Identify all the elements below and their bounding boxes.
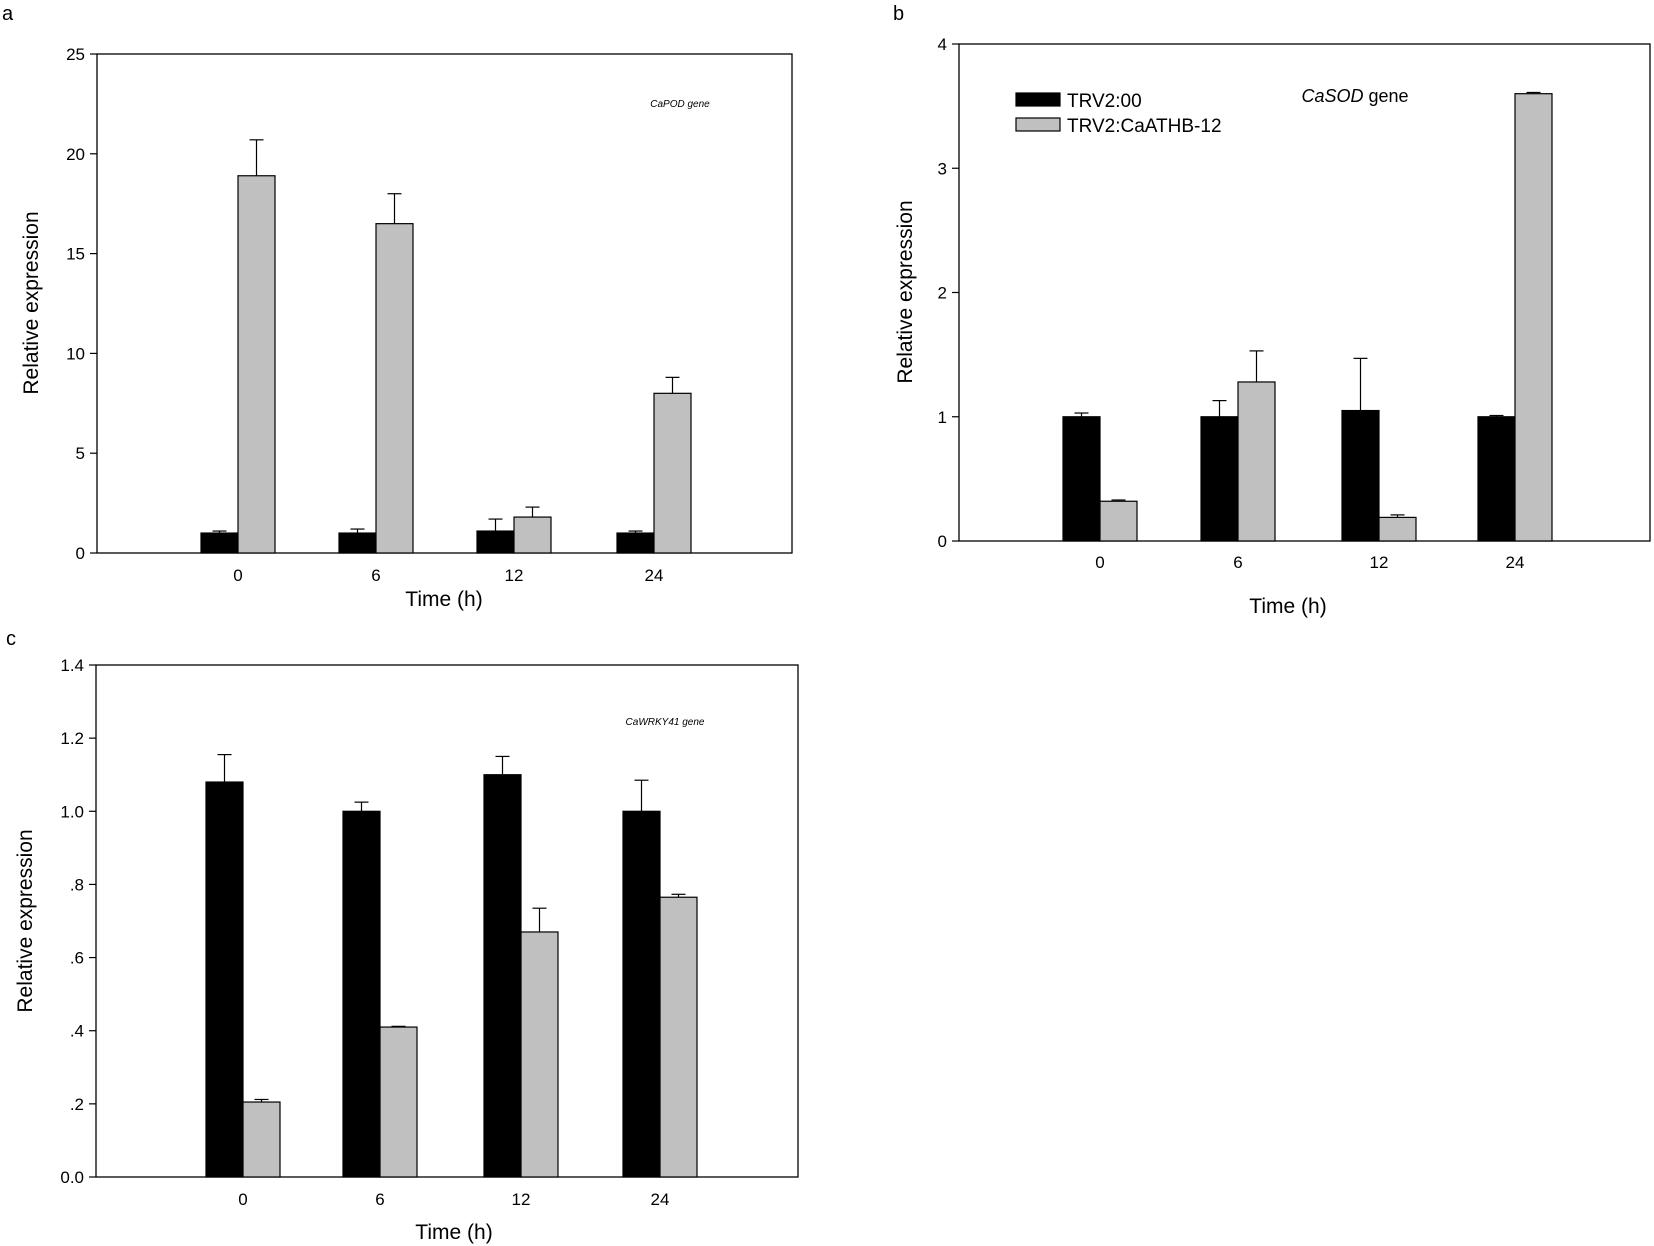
bar-trv2-caathb-12 xyxy=(242,1101,281,1178)
x-tick-label: 0 xyxy=(233,566,242,585)
bar-trv2-caathb-12 xyxy=(1099,500,1138,542)
y-tick-label: .6 xyxy=(70,949,84,968)
y-tick-label: 1.0 xyxy=(60,802,84,821)
x-tick-label: 12 xyxy=(512,1190,531,1209)
y-tick-label: 4 xyxy=(938,35,947,54)
y-tick-label: 1.2 xyxy=(60,729,84,748)
panel-label: a xyxy=(2,3,14,25)
chart-panel-c: c 0.0 .2 .4 .6 .8 1.0 1.2 1.4 0 6 12 24 Relative expr… xyxy=(6,628,799,1244)
x-tick-label: 24 xyxy=(1506,553,1525,572)
x-tick-label: 24 xyxy=(651,1190,670,1209)
y-tick-label: 0 xyxy=(938,532,947,551)
legend: TRV2:00 TRV2:CaATHB-12 xyxy=(1015,91,1222,137)
legend-swatch-black xyxy=(1015,92,1061,107)
plot-frame xyxy=(95,664,799,1178)
chart-panel-a: a 0 5 10 15 20 25 0 6 12 24 Relative expression Time… xyxy=(2,3,793,611)
x-tick-label: 24 xyxy=(645,566,664,585)
y-tick-label: 5 xyxy=(76,444,85,463)
y-tick-label: .2 xyxy=(70,1095,84,1114)
x-axis-title: Time (h) xyxy=(1249,595,1326,618)
gene-suffix: gene xyxy=(1363,86,1408,106)
gene-annotation: CaWRKY41 gene xyxy=(626,717,705,728)
bar-trv2-00 xyxy=(1477,416,1516,542)
bar-trv2-caathb-12 xyxy=(1514,93,1553,542)
plot-frame xyxy=(96,53,793,554)
gene-name: CaSOD xyxy=(1301,86,1363,106)
x-tick-label: 12 xyxy=(505,566,524,585)
legend-swatch-gray xyxy=(1015,117,1061,132)
y-tick-label: .4 xyxy=(70,1022,84,1041)
y-axis-title: Relative expression xyxy=(14,829,37,1012)
y-tick-label: 25 xyxy=(66,45,85,64)
y-tick-label: 0 xyxy=(76,544,85,563)
legend-label: TRV2:00 xyxy=(1067,91,1142,112)
bar-trv2-caathb-12 xyxy=(237,175,276,554)
y-tick-label: 15 xyxy=(66,245,85,264)
y-tick-label: 0.0 xyxy=(60,1168,84,1187)
gene-annotation: CaPOD gene xyxy=(650,99,710,110)
y-tick-label: 1 xyxy=(938,408,947,427)
y-tick-label: 10 xyxy=(66,344,85,363)
x-tick-label: 0 xyxy=(1095,553,1104,572)
y-tick-label: .8 xyxy=(70,875,84,894)
x-tick-label: 0 xyxy=(238,1190,247,1209)
bar-trv2-caathb-12 xyxy=(1378,516,1417,542)
bar-trv2-00 xyxy=(622,810,661,1178)
bar-trv2-00 xyxy=(476,530,515,554)
x-axis-title: Time (h) xyxy=(415,1221,492,1244)
x-tick-label: 12 xyxy=(1370,553,1389,572)
bar-trv2-00 xyxy=(1062,416,1101,542)
x-tick-label: 6 xyxy=(375,1190,384,1209)
bar-trv2-caathb-12 xyxy=(513,516,552,554)
bar-trv2-caathb-12 xyxy=(520,931,559,1178)
bar-trv2-00 xyxy=(338,532,377,554)
x-axis-title: Time (h) xyxy=(405,588,482,611)
panel-label: b xyxy=(893,3,904,25)
y-tick-label: 3 xyxy=(938,159,947,178)
bar-trv2-caathb-12 xyxy=(653,392,692,554)
gene-annotation: CaSOD gene xyxy=(1301,86,1408,106)
x-tick-label: 6 xyxy=(371,566,380,585)
bar-trv2-caathb-12 xyxy=(1237,381,1276,542)
bar-trv2-00 xyxy=(205,781,244,1178)
bar-trv2-00 xyxy=(1200,416,1239,542)
x-tick-label: 6 xyxy=(1233,553,1242,572)
bar-trv2-00 xyxy=(1341,409,1380,542)
bar-trv2-00 xyxy=(483,774,522,1178)
bar-trv2-caathb-12 xyxy=(375,223,414,554)
y-axis-title: Relative expression xyxy=(20,211,43,394)
bar-trv2-00 xyxy=(616,532,655,554)
panel-label: c xyxy=(6,628,16,650)
y-tick-label: 20 xyxy=(66,145,85,164)
bar-trv2-00 xyxy=(342,810,381,1178)
y-tick-label: 1.4 xyxy=(60,656,84,675)
legend-label: TRV2:CaATHB-12 xyxy=(1067,116,1222,137)
y-axis-title: Relative expression xyxy=(894,200,917,383)
y-tick-label: 2 xyxy=(938,284,947,303)
bar-trv2-00 xyxy=(200,532,239,554)
bar-trv2-caathb-12 xyxy=(659,896,698,1178)
bar-trv2-caathb-12 xyxy=(379,1026,418,1178)
